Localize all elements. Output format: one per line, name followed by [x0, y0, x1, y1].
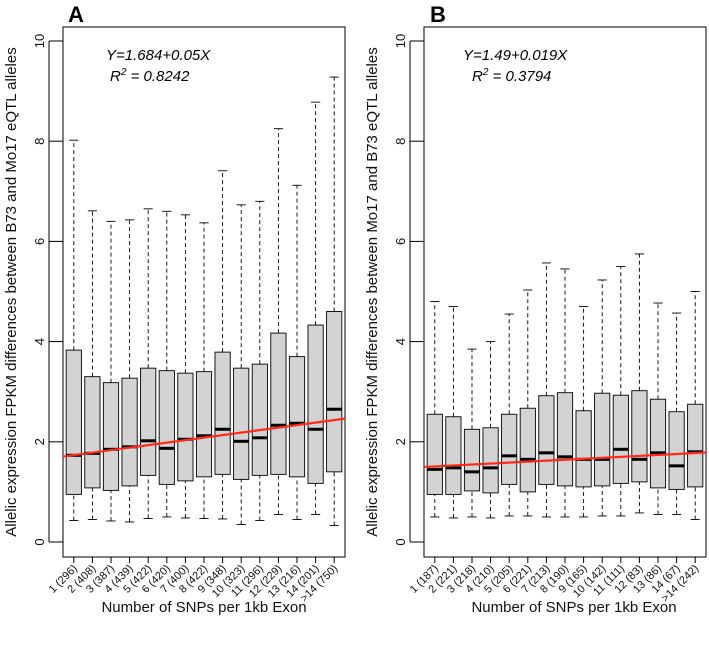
y-tick-label: 6 — [393, 238, 408, 245]
box-iqr — [84, 376, 101, 489]
box-iqr — [538, 395, 555, 485]
box-iqr — [612, 394, 629, 484]
r-squared-exponent-b: 2 — [482, 67, 489, 78]
regression-line-b — [423, 451, 707, 469]
regression-equation-b: Y=1.49+0.019X — [463, 47, 568, 64]
r-squared-symbol-b: R — [472, 68, 483, 85]
box-iqr — [140, 367, 157, 476]
box-iqr — [463, 428, 481, 492]
x-axis-label-b: Number of SNPs per 1kb Exon — [471, 599, 676, 616]
box-iqr — [121, 377, 138, 487]
box-iqr — [233, 367, 250, 480]
box-iqr — [501, 413, 518, 485]
y-axis-label-b: Allelic expression FPKM differences betw… — [364, 47, 381, 536]
box-iqr — [288, 356, 306, 478]
r-squared-value-b: = 0.3794 — [488, 68, 551, 85]
box-iqr — [649, 398, 667, 489]
y-tick-label: 2 — [393, 438, 408, 445]
y-tick-label: 6 — [32, 238, 47, 245]
y-axis-a: 0 2 4 6 8 10 — [32, 34, 63, 546]
box-iqr — [631, 390, 648, 483]
box-iqr — [594, 392, 611, 487]
panel-label-b: B — [430, 2, 446, 27]
r-squared-value-a: = 0.8242 — [126, 68, 190, 85]
box-iqr — [251, 363, 268, 476]
x-axis-label-a: Number of SNPs per 1kb Exon — [101, 599, 306, 616]
box-iqr — [575, 410, 592, 488]
box-iqr — [102, 382, 120, 491]
box-1: 1 (187) — [408, 301, 443, 596]
y-tick-label: 10 — [393, 34, 408, 48]
panel-label-a: A — [68, 2, 84, 27]
box-iqr — [519, 407, 536, 493]
box-iqr — [445, 416, 462, 495]
r-squared-exponent-a: 2 — [120, 67, 127, 78]
regression-line-a — [62, 417, 346, 458]
box-iqr — [482, 427, 499, 494]
box-iqr — [307, 324, 324, 484]
y-tick-label: 2 — [32, 438, 47, 445]
y-tick-label: 8 — [32, 138, 47, 145]
y-tick-label: 4 — [32, 338, 47, 345]
box-iqr — [65, 349, 82, 495]
r-squared-b: R2 = 0.3794 — [472, 67, 551, 85]
box-iqr — [195, 371, 213, 478]
y-tick-label: 0 — [32, 538, 47, 545]
panel-b: B Allelic expression FPKM differences be… — [364, 2, 707, 616]
panel-a: A Allelic expression FPKM differences be… — [3, 2, 346, 616]
box-iqr — [687, 403, 704, 488]
y-tick-label: 8 — [393, 138, 408, 145]
box-iqr — [426, 413, 443, 495]
box-iqr — [270, 332, 287, 475]
y-axis-label-a: Allelic expression FPKM differences betw… — [3, 47, 20, 536]
y-tick-label: 0 — [393, 538, 408, 545]
box-1: 1 (296) — [47, 139, 82, 596]
y-tick-label: 4 — [393, 338, 408, 345]
box-14: 14 (201) — [284, 101, 324, 600]
box-iqr — [177, 372, 194, 482]
r-squared-a: R2 = 0.8242 — [110, 67, 190, 85]
box-iqr — [214, 351, 231, 475]
box-iqr — [326, 311, 343, 473]
y-axis-b: 0 2 4 6 8 10 — [393, 34, 424, 546]
regression-equation-a: Y=1.684+0.05X — [106, 47, 211, 64]
box-iqr — [158, 370, 175, 485]
r-squared-symbol-a: R — [110, 68, 121, 85]
y-tick-label: 10 — [32, 34, 47, 48]
box-iqr — [556, 392, 574, 487]
box-iqr — [668, 411, 685, 490]
